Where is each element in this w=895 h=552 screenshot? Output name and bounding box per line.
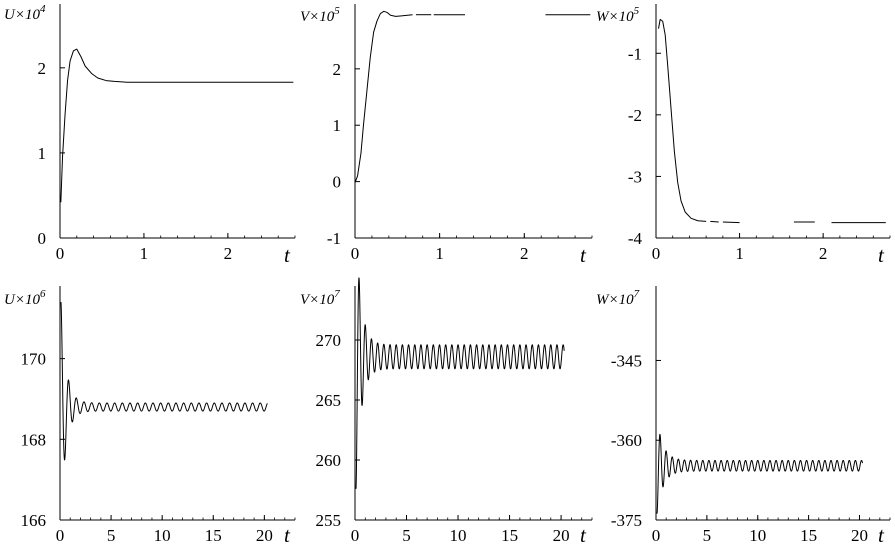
- panel-axes: [59, 4, 295, 239]
- y-tick-label: 2: [333, 60, 342, 79]
- panel-w-bottom: 0 5 10 15 20 -375 -360 -345 W×107 t: [596, 286, 891, 547]
- x-tick-label: 1: [140, 244, 149, 263]
- panel-series: [656, 433, 864, 514]
- panel-series: [60, 48, 294, 203]
- x-axis-label: t: [878, 523, 885, 547]
- x-tick-label: 0: [652, 244, 661, 263]
- y-axis-label: W×107: [596, 288, 640, 308]
- x-tick-label: 0: [351, 244, 360, 263]
- x-tick-label: 0: [56, 244, 65, 263]
- x-tick-label: 10: [749, 526, 766, 545]
- y-tick-label: 265: [316, 391, 342, 410]
- x-axis-label: t: [580, 523, 587, 547]
- series-line: [656, 433, 864, 514]
- x-axis-label: t: [284, 523, 291, 547]
- x-tick-label: 20: [553, 526, 570, 545]
- y-tick-label: -4: [628, 229, 643, 248]
- panel-axes: [354, 286, 592, 521]
- panel-ticks: 0 1 2 -4 -3 -2 -1: [628, 44, 891, 263]
- x-tick-label: 2: [520, 244, 529, 263]
- panel-w-top: 0 1 2 -4 -3 -2 -1 W×105 t: [596, 4, 891, 267]
- y-tick-label: -345: [611, 351, 642, 370]
- x-tick-label: 20: [256, 526, 273, 545]
- panel-axes: [59, 286, 295, 521]
- y-tick-label: 170: [21, 350, 47, 369]
- panel-series: [355, 277, 565, 489]
- panel-u-bottom: 0 5 10 15 20 166 168 170 U×106 t: [4, 286, 296, 547]
- series-line: [60, 48, 294, 203]
- series-line: [355, 277, 565, 489]
- y-tick-label: -1: [327, 229, 341, 248]
- y-axis-label: U×106: [4, 288, 46, 308]
- panel-ticks: 0 5 10 15 20 255 260 265 270: [316, 331, 593, 545]
- y-axis-label: W×105: [596, 5, 640, 25]
- panel-ticks: 0 1 2 -1 0 1 2: [327, 60, 593, 263]
- x-tick-label: 10: [450, 526, 467, 545]
- x-tick-label: 0: [652, 526, 661, 545]
- series-line: [60, 302, 268, 461]
- y-tick-label: 0: [38, 229, 47, 248]
- y-tick-label: 255: [316, 511, 342, 530]
- x-tick-label: 15: [501, 526, 518, 545]
- x-tick-label: 20: [851, 526, 868, 545]
- y-axis-label: V×105: [300, 5, 340, 25]
- y-tick-label: -1: [628, 44, 642, 63]
- panel-series: [354, 10, 591, 183]
- y-tick-label: 260: [316, 451, 342, 470]
- panel-ticks: 0 1 2 0 1 2: [38, 59, 296, 263]
- x-tick-label: 0: [56, 526, 65, 545]
- panel-axes: [655, 286, 890, 521]
- x-tick-label: 10: [154, 526, 171, 545]
- y-tick-label: 2: [38, 59, 47, 78]
- x-tick-label: 1: [735, 244, 744, 263]
- series-line: [722, 221, 740, 224]
- x-tick-label: 15: [800, 526, 817, 545]
- y-tick-label: 0: [333, 173, 342, 192]
- panel-ticks: 0 5 10 15 20 166 168 170: [21, 350, 296, 545]
- series-line: [658, 18, 707, 222]
- y-tick-label: 1: [333, 116, 342, 135]
- x-tick-label: 5: [402, 526, 411, 545]
- panel-axes: [354, 4, 592, 239]
- panel-v-bottom: 0 5 10 15 20 255 260 265 270 V×107 t: [300, 277, 593, 547]
- y-tick-label: -3: [628, 167, 642, 186]
- x-axis-label: t: [878, 243, 885, 267]
- panel-axes: [655, 4, 890, 239]
- x-tick-label: 1: [435, 244, 444, 263]
- y-axis-label: U×104: [4, 3, 46, 23]
- y-tick-label: -375: [611, 511, 642, 530]
- x-tick-label: 5: [703, 526, 712, 545]
- x-axis-label: t: [284, 243, 291, 267]
- series-line: [710, 220, 719, 223]
- y-tick-label: 270: [316, 331, 342, 350]
- y-tick-label: 1: [38, 144, 47, 163]
- x-axis-label: t: [580, 243, 587, 267]
- panel-ticks: 0 5 10 15 20 -375 -360 -345: [611, 351, 891, 545]
- panel-u-top: 0 1 2 0 1 2 U×104 t: [4, 3, 296, 267]
- panel-series: [60, 302, 268, 461]
- y-tick-label: 166: [21, 511, 47, 530]
- y-axis-label: V×107: [300, 288, 340, 308]
- x-tick-label: 2: [224, 244, 233, 263]
- x-tick-label: 15: [205, 526, 222, 545]
- panel-series: [658, 18, 886, 224]
- y-tick-label: -2: [628, 106, 642, 125]
- panel-v-top: 0 1 2 -1 0 1 2 V×105 t: [300, 4, 593, 267]
- x-tick-label: 5: [107, 526, 116, 545]
- x-tick-label: 0: [351, 526, 360, 545]
- y-tick-label: 168: [21, 430, 47, 449]
- x-tick-label: 2: [819, 244, 828, 263]
- series-line: [354, 10, 413, 183]
- y-tick-label: -360: [611, 431, 642, 450]
